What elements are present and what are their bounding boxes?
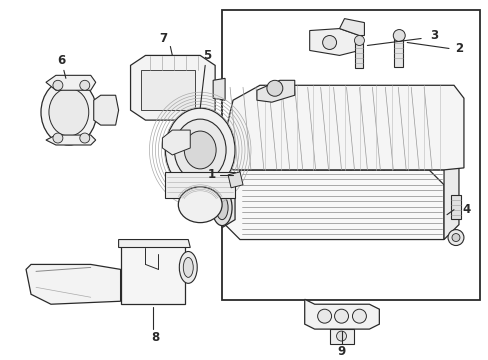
Ellipse shape bbox=[53, 133, 63, 143]
Bar bbox=[355, 39, 363, 68]
Ellipse shape bbox=[178, 187, 222, 222]
Polygon shape bbox=[224, 170, 443, 239]
Ellipse shape bbox=[80, 80, 90, 90]
Text: 4: 4 bbox=[462, 203, 470, 216]
Polygon shape bbox=[339, 19, 364, 36]
Ellipse shape bbox=[216, 196, 227, 220]
Ellipse shape bbox=[212, 190, 232, 226]
Ellipse shape bbox=[334, 309, 348, 323]
Ellipse shape bbox=[266, 80, 282, 96]
Ellipse shape bbox=[49, 88, 88, 136]
Polygon shape bbox=[121, 244, 185, 304]
Polygon shape bbox=[256, 80, 294, 102]
Text: 9: 9 bbox=[337, 345, 345, 357]
Ellipse shape bbox=[184, 131, 216, 169]
Ellipse shape bbox=[447, 230, 463, 246]
Text: 1: 1 bbox=[208, 168, 216, 181]
Polygon shape bbox=[309, 28, 359, 55]
Polygon shape bbox=[165, 172, 235, 198]
Bar bbox=[450, 195, 460, 219]
Polygon shape bbox=[162, 130, 190, 155]
Ellipse shape bbox=[352, 309, 366, 323]
Polygon shape bbox=[220, 85, 463, 170]
Text: 2: 2 bbox=[454, 42, 462, 55]
Polygon shape bbox=[26, 265, 121, 304]
Text: 6: 6 bbox=[57, 54, 65, 67]
Polygon shape bbox=[304, 299, 379, 329]
Ellipse shape bbox=[165, 108, 235, 192]
Polygon shape bbox=[443, 155, 458, 239]
Text: 5: 5 bbox=[203, 49, 211, 62]
Polygon shape bbox=[222, 188, 235, 228]
Polygon shape bbox=[94, 95, 119, 125]
Text: 3: 3 bbox=[429, 29, 437, 42]
Ellipse shape bbox=[174, 119, 225, 181]
Polygon shape bbox=[46, 135, 96, 145]
Polygon shape bbox=[130, 55, 215, 120]
Bar bbox=[222, 10, 479, 300]
Ellipse shape bbox=[322, 36, 336, 49]
Ellipse shape bbox=[354, 36, 364, 45]
Polygon shape bbox=[329, 329, 354, 344]
Ellipse shape bbox=[317, 309, 331, 323]
Ellipse shape bbox=[392, 30, 405, 41]
Ellipse shape bbox=[179, 252, 197, 283]
Polygon shape bbox=[140, 70, 195, 110]
Bar bbox=[393, 32, 403, 67]
Ellipse shape bbox=[183, 257, 193, 277]
Text: 7: 7 bbox=[159, 32, 167, 45]
Polygon shape bbox=[213, 78, 224, 100]
Text: 8: 8 bbox=[151, 330, 159, 343]
Ellipse shape bbox=[451, 234, 459, 242]
Ellipse shape bbox=[53, 80, 63, 90]
Polygon shape bbox=[119, 239, 190, 248]
Polygon shape bbox=[227, 172, 243, 188]
Ellipse shape bbox=[336, 331, 346, 341]
Ellipse shape bbox=[80, 133, 90, 143]
Polygon shape bbox=[46, 75, 96, 90]
Polygon shape bbox=[240, 155, 458, 170]
Ellipse shape bbox=[41, 79, 97, 145]
